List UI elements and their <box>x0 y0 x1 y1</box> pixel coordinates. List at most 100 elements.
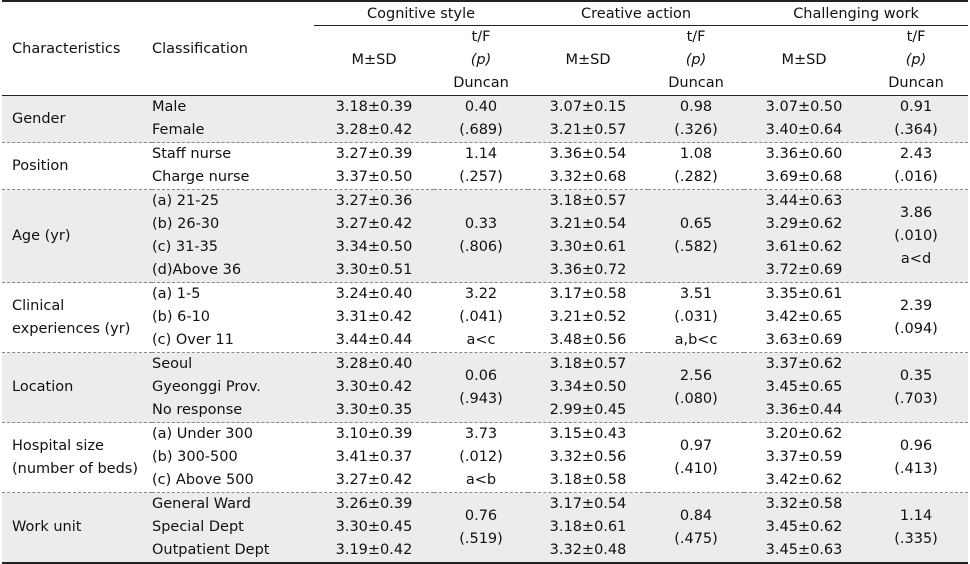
msd-value: 3.63±0.69 <box>765 332 843 348</box>
cognitive-test-stat: 1.14 (.257) <box>434 142 529 190</box>
table-row: Clinical experiences (yr) (a) 1-5 (b) 6-10(… <box>2 282 969 353</box>
creative-test-stat: 2.56 (.080) <box>648 352 745 423</box>
msd-value: 3.37±0.62 <box>765 356 843 372</box>
challenging-test-stat: 2.43 (.016) <box>864 142 969 190</box>
characteristic-label: Position <box>2 142 152 190</box>
msd-value: 3.27±0.42 <box>335 472 413 488</box>
header-msd: M±SD <box>314 25 434 96</box>
msd-value: 3.27±0.39 <box>335 146 413 162</box>
classification-item: (b) 6-10 <box>152 309 211 325</box>
msd-value: 3.69±0.68 <box>765 169 843 185</box>
header-creative-action: Creative action <box>528 0 745 26</box>
msd-value: 3.28±0.42 <box>335 122 413 138</box>
msd-value: 3.10±0.39 <box>335 426 413 442</box>
msd-value: 3.31±0.42 <box>335 309 413 325</box>
table-row: Hospital size (number of beds) (a) Under 3… <box>2 422 969 493</box>
header-tf: t/F (p) Duncan <box>434 25 529 96</box>
header-row-groups: Characteristics Classification Cognitive… <box>2 0 969 96</box>
cognitive-msd-values: 3.27±0.36 3.27±0.42 3.34±0.50 3.30±0.51 <box>314 189 434 283</box>
classification-list: Male Female <box>152 95 314 143</box>
creative-test-stat: 1.08 (.282) <box>648 142 745 190</box>
creative-test-stat: 0.98 (.326) <box>648 95 745 143</box>
cognitive-msd-values: 3.28±0.40 3.30±0.42 3.30±0.35 <box>314 352 434 423</box>
challenging-msd-values: 3.07±0.50 3.40±0.64 <box>744 95 865 143</box>
classification-item: (a) 1-5 <box>152 286 201 302</box>
msd-value: 3.44±0.63 <box>765 193 843 209</box>
msd-value: 3.36±0.60 <box>765 146 843 162</box>
table-row: Gender Male Female 3.18±0.39 3.28±0.42 0.40 (.… <box>2 95 969 143</box>
cognitive-test-stat: 3.22 (.041) a<c <box>434 282 529 353</box>
classification-list: (a) 1-5 (b) 6-10 (c) Over 11 <box>152 282 314 353</box>
header-characteristics: Characteristics <box>2 0 152 96</box>
classification-item: (a) Under 300 <box>152 426 253 442</box>
msd-value: 3.44±0.44 <box>335 332 413 348</box>
cognitive-msd-values: 3.10±0.39 3.41±0.37 3.27±0.42 <box>314 422 434 493</box>
msd-value: 3.15±0.43 <box>549 426 627 442</box>
header-msd: M±SD <box>528 25 649 96</box>
header-row-subcolumns: M±SD t/F (p) Duncan M±SD t/F (p) Duncan M±SD… <box>2 25 969 96</box>
classification-item: No response <box>152 402 243 418</box>
classification-item: Outpatient Dept <box>152 542 270 558</box>
msd-value: 3.18±0.57 <box>549 356 627 372</box>
header-tf: t/F (p) Duncan <box>864 25 969 96</box>
msd-value: 3.37±0.59 <box>765 449 843 465</box>
challenging-test-stat: 0.35 (.703) <box>864 352 969 423</box>
classification-item: (a) 21-25 <box>152 193 219 209</box>
cognitive-msd-values: 3.26±0.39 3.30±0.45 3.19±0.42 <box>314 492 434 564</box>
creative-msd-values: 3.17±0.58 3.21±0.52 3.48±0.56 <box>528 282 649 353</box>
characteristic-label: Work unit <box>2 492 152 564</box>
msd-value: 3.32±0.58 <box>765 496 843 512</box>
msd-value: 3.32±0.56 <box>549 449 627 465</box>
msd-value: 3.27±0.36 <box>335 193 413 209</box>
msd-value: 3.26±0.39 <box>335 496 413 512</box>
header-challenging-work: Challenging work <box>744 0 969 26</box>
cognitive-test-stat: 0.33 (.806) <box>434 189 529 283</box>
classification-item: Female <box>152 122 205 138</box>
msd-value: 3.61±0.62 <box>765 239 843 255</box>
msd-value: 3.37±0.50 <box>335 169 413 185</box>
msd-value: 3.36±0.72 <box>549 262 627 278</box>
msd-value: 3.30±0.35 <box>335 402 413 418</box>
cognitive-msd-values: 3.24±0.40 3.31±0.42 3.44±0.44 <box>314 282 434 353</box>
msd-value: 3.19±0.42 <box>335 542 413 558</box>
msd-value: 3.30±0.61 <box>549 239 627 255</box>
msd-value: 3.32±0.68 <box>549 169 627 185</box>
challenging-test-stat: 2.39 (.094) <box>864 282 969 353</box>
msd-value: 3.21±0.57 <box>549 122 627 138</box>
msd-value: 3.30±0.42 <box>335 379 413 395</box>
msd-value: 3.07±0.15 <box>549 99 627 115</box>
classification-item: (c) 31-35 <box>152 239 219 255</box>
cognitive-msd-values: 3.18±0.39 3.28±0.42 <box>314 95 434 143</box>
challenging-msd-values: 3.37±0.62 3.45±0.65 3.36±0.44 <box>744 352 865 423</box>
classification-item: (c) Over 11 <box>152 332 234 348</box>
table-row: Work unit General Ward Special Dept Outpati… <box>2 492 969 564</box>
classification-item: Male <box>152 99 187 115</box>
msd-value: 3.45±0.63 <box>765 542 843 558</box>
header-classification: Classification <box>152 0 314 96</box>
characteristic-label: Hospital size (number of beds) <box>2 422 152 493</box>
msd-value: 3.36±0.44 <box>765 402 843 418</box>
creative-msd-values: 3.07±0.15 3.21±0.57 <box>528 95 649 143</box>
challenging-test-stat: 0.96 (.413) <box>864 422 969 493</box>
classification-item: (d)Above 36 <box>152 262 242 278</box>
classification-list: General Ward Special Dept Outpatient Dept <box>152 492 314 564</box>
challenging-msd-values: 3.35±0.61 3.42±0.65 3.63±0.69 <box>744 282 865 353</box>
msd-value: 3.18±0.57 <box>549 193 627 209</box>
msd-value: 3.32±0.48 <box>549 542 627 558</box>
header-msd: M±SD <box>744 25 865 96</box>
msd-value: 3.17±0.54 <box>549 496 627 512</box>
creative-msd-values: 3.18±0.57 3.21±0.54 3.30±0.61 3.36±0.72 <box>528 189 649 283</box>
classification-item: (b) 26-30 <box>152 216 220 232</box>
msd-value: 3.24±0.40 <box>335 286 413 302</box>
msd-value: 3.07±0.50 <box>765 99 843 115</box>
msd-value: 3.34±0.50 <box>335 239 413 255</box>
msd-value: 3.41±0.37 <box>335 449 413 465</box>
msd-value: 3.48±0.56 <box>549 332 627 348</box>
challenging-msd-values: 3.20±0.62 3.37±0.59 3.42±0.62 <box>744 422 865 493</box>
msd-value: 3.18±0.58 <box>549 472 627 488</box>
msd-value: 3.45±0.65 <box>765 379 843 395</box>
msd-value: 3.30±0.51 <box>335 262 413 278</box>
characteristic-label: Age (yr) <box>2 189 152 283</box>
msd-value: 3.72±0.69 <box>765 262 843 278</box>
challenging-msd-values: 3.44±0.63 3.29±0.62 3.61±0.62 3.72±0.69 <box>744 189 865 283</box>
